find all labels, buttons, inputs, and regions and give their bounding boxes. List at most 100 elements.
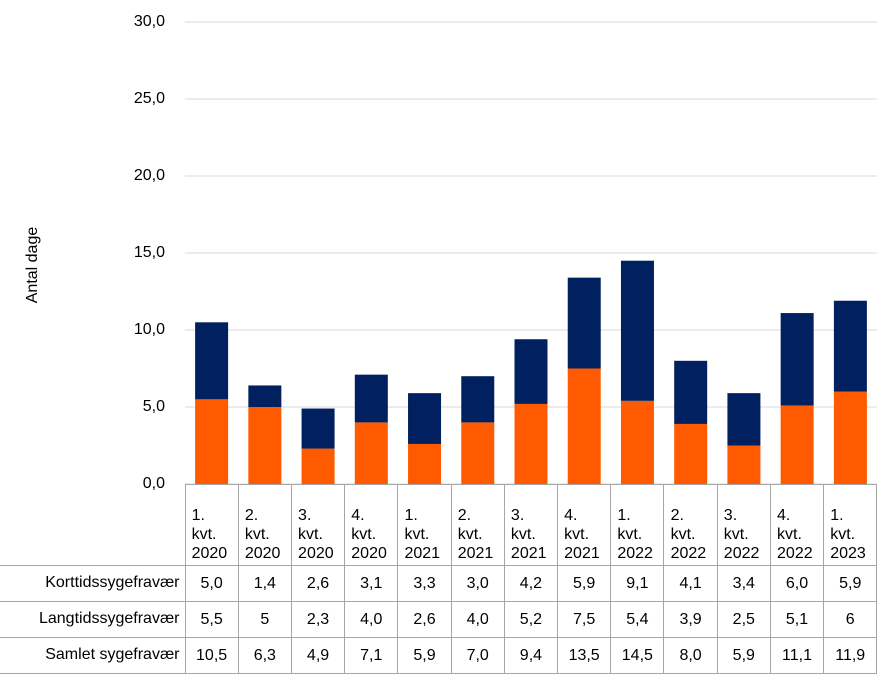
- table-row: Langtidssygefravær 5,5 5 2,3 4,0 2,6 4,0 5,2 7,5…: [0, 601, 877, 638]
- value-cell: 4,1: [663, 565, 718, 602]
- data-table: 1. kvt. 2020 2. kvt. 2020 3. kvt. 2020 4. k…: [0, 484, 877, 674]
- value-cell: 2,3: [290, 601, 346, 638]
- category-cell: 1. kvt. 2020: [184, 484, 239, 566]
- value-cell: 11,9: [823, 637, 877, 674]
- value-cell: 10,5: [184, 637, 239, 674]
- category-label: 2. kvt. 2020: [244, 507, 281, 562]
- series-name: Korttidssygefravær: [45, 574, 180, 591]
- category-cell: 1. kvt. 2022: [610, 484, 665, 566]
- category-cell: 1. kvt. 2021: [397, 484, 452, 566]
- value-cell: 5,0: [184, 565, 239, 602]
- value-cell: 5,2: [503, 601, 559, 638]
- bar-segment: [248, 385, 282, 407]
- bar-segment: [833, 300, 867, 392]
- value-cell: 11,1: [769, 637, 825, 674]
- value-cell: 9,4: [503, 637, 559, 674]
- bar-segment: [620, 260, 654, 401]
- category-label: 1. kvt. 2020: [191, 507, 228, 562]
- value-cell: 4,9: [290, 637, 346, 674]
- value-cell: 14,5: [610, 637, 665, 674]
- value-cell: 5,9: [716, 637, 771, 674]
- value-cell: 6,0: [769, 565, 825, 602]
- category-cell: 1. kvt. 2023: [823, 484, 877, 566]
- y-tick-label: 5,0: [143, 398, 165, 415]
- bar-segment: [620, 400, 654, 484]
- y-tick-label: 25,0: [134, 90, 165, 107]
- value-cell: 5,9: [823, 565, 877, 602]
- y-tick-label: 0,0: [143, 475, 165, 492]
- value-cell: 3,0: [450, 565, 505, 602]
- category-label: 1. kvt. 2021: [404, 507, 441, 562]
- bar-segment: [674, 360, 708, 424]
- value-cell: 7,1: [344, 637, 399, 674]
- bar-segment: [567, 277, 601, 369]
- value-cell: 2,6: [397, 601, 452, 638]
- y-tick-label: 10,0: [134, 321, 165, 338]
- category-cell: 4. kvt. 2022: [769, 484, 825, 566]
- value-cell: 7,5: [557, 601, 612, 638]
- y-tick-label: 30,0: [134, 13, 165, 30]
- value-cell: 2,6: [290, 565, 346, 602]
- value-cell: 4,0: [344, 601, 399, 638]
- value-cell: 7,0: [450, 637, 505, 674]
- row-label-cell: Langtidssygefravær: [0, 601, 186, 638]
- blank-cell: [0, 485, 185, 566]
- value-cell: 13,5: [557, 637, 612, 674]
- row-label-cell: Samlet sygefravær: [0, 637, 186, 674]
- row-label-cell: Korttidssygefravær: [0, 565, 186, 602]
- category-label: 4. kvt. 2020: [351, 507, 387, 562]
- value-cell: 3,3: [397, 565, 452, 602]
- bar-segment: [780, 313, 814, 406]
- y-tick-label: 15,0: [134, 244, 165, 261]
- category-label: 2. kvt. 2022: [670, 507, 707, 562]
- bar-segment: [301, 448, 335, 484]
- bar-segment: [461, 376, 495, 423]
- bar-segment: [833, 391, 867, 484]
- page: Antal dage 0,0 5,0 10,0 15,0 20,0 25,0 30,0 1.…: [0, 13, 877, 674]
- bar-segment: [514, 403, 548, 484]
- category-cell: 4. kvt. 2020: [344, 484, 399, 566]
- bar-segment: [461, 422, 495, 484]
- bar-segment: [408, 443, 442, 484]
- category-label: 4. kvt. 2021: [564, 507, 600, 562]
- value-cell: 5,1: [769, 601, 825, 638]
- value-cell: 5: [237, 601, 292, 638]
- value-cell: 2,5: [716, 601, 771, 638]
- header-row: 1. kvt. 2020 2. kvt. 2020 3. kvt. 2020 4. k…: [0, 484, 877, 566]
- category-label: 4. kvt. 2022: [777, 507, 813, 562]
- value-cell: 4,2: [503, 565, 559, 602]
- value-cell: 1,4: [237, 565, 292, 602]
- value-cell: 5,5: [184, 601, 239, 638]
- value-cell: 3,4: [716, 565, 771, 602]
- value-cell: 9,1: [610, 565, 665, 602]
- bar-segment: [567, 368, 601, 484]
- category-cell: 2. kvt. 2020: [237, 484, 292, 566]
- bar-segment: [354, 422, 388, 484]
- category-cell: 3. kvt. 2021: [503, 484, 559, 566]
- series-name: Samlet sygefravær: [45, 646, 180, 663]
- bar-segment: [301, 408, 335, 449]
- bar-segment: [780, 405, 814, 484]
- value-cell: 3,1: [344, 565, 399, 602]
- bar-segment: [248, 407, 282, 484]
- table-row: Korttidssygefravær 5,0 1,4 2,6 3,1 3,3 3,0 4,2 5…: [0, 565, 877, 602]
- value-cell: 6: [823, 601, 877, 638]
- bar-segment: [408, 393, 442, 444]
- bar-segment: [195, 322, 229, 400]
- category-label: 3. kvt. 2021: [510, 507, 547, 562]
- category-label: 1. kvt. 2023: [830, 507, 866, 562]
- category-cell: 4. kvt. 2021: [557, 484, 612, 566]
- value-cell: 6,3: [237, 637, 292, 674]
- chart: Antal dage 0,0 5,0 10,0 15,0 20,0 25,0 30,0: [24, 13, 877, 492]
- category-label: 3. kvt. 2022: [723, 507, 760, 562]
- value-cell: 3,9: [663, 601, 718, 638]
- value-cell: 4,0: [450, 601, 505, 638]
- value-cell: 5,9: [397, 637, 452, 674]
- y-tick-label: 20,0: [134, 167, 165, 184]
- value-cell: 8,0: [663, 637, 718, 674]
- category-cell: 3. kvt. 2020: [290, 484, 346, 566]
- category-cell: 3. kvt. 2022: [716, 484, 771, 566]
- category-label: 2. kvt. 2021: [457, 507, 494, 562]
- value-cell: 5,4: [610, 601, 665, 638]
- series-name: Langtidssygefravær: [38, 610, 180, 627]
